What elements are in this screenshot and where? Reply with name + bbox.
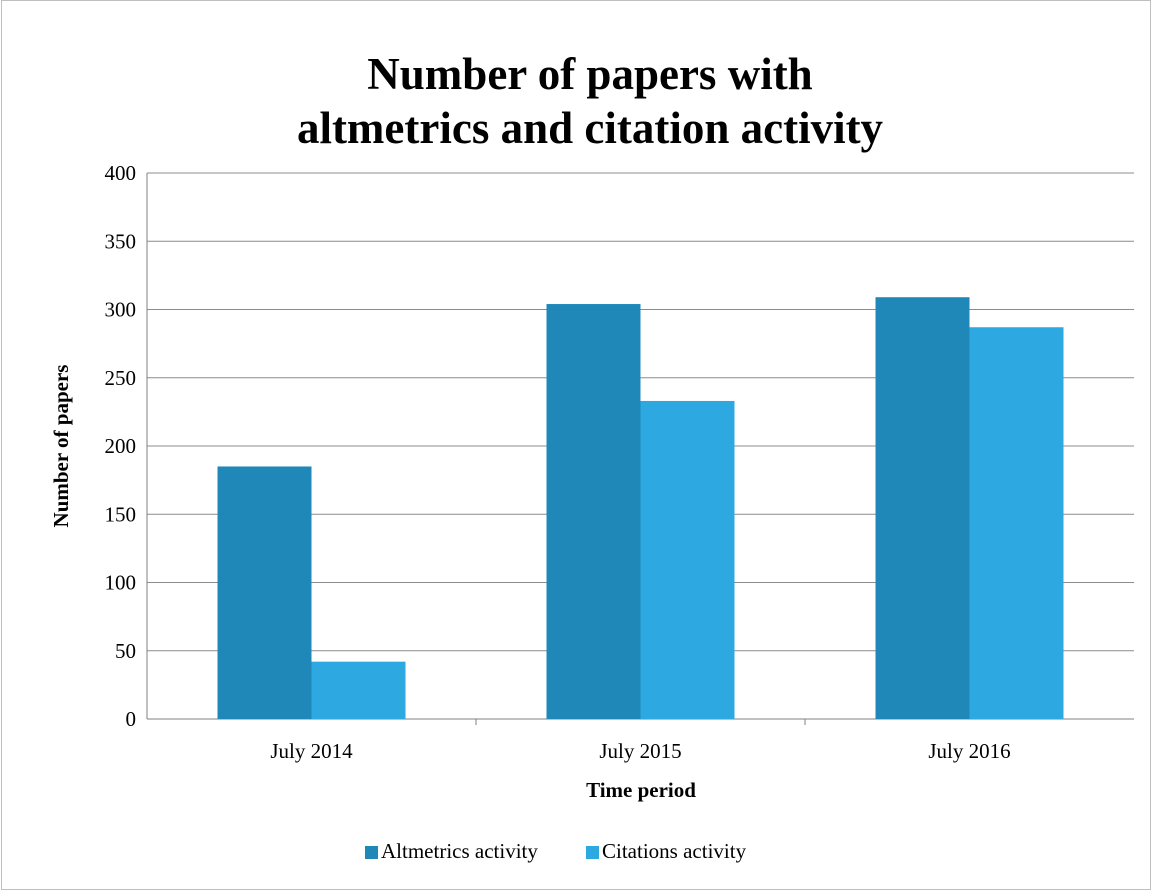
bar-altmetrics-activity-july-2015	[546, 304, 641, 719]
bar-altmetrics-activity-july-2016	[875, 297, 970, 719]
x-tick-label: July 2015	[599, 739, 681, 763]
x-tick-labels: July 2014 July 2015 July 2016	[270, 739, 1010, 763]
x-tick-label: July 2014	[270, 739, 353, 763]
legend-swatch	[365, 846, 378, 859]
x-tick-label: July 2016	[928, 739, 1010, 763]
y-tick-labels: 0 50 100 150 200 250 300 350 400	[105, 161, 137, 731]
legend-label: Citations activity	[602, 839, 747, 863]
y-tick-label: 200	[105, 434, 137, 458]
bar-altmetrics-activity-july-2014	[217, 466, 312, 719]
y-tick-label: 400	[105, 161, 137, 185]
y-tick-label: 0	[126, 707, 137, 731]
y-tick-label: 150	[105, 502, 137, 526]
y-tick-label: 350	[105, 229, 137, 253]
bars	[217, 297, 1064, 719]
chart-title-line-1: Number of papers with	[367, 49, 812, 99]
y-tick-label: 250	[105, 366, 137, 390]
legend: Altmetrics activity Citations activity	[365, 839, 747, 863]
y-tick-label: 100	[105, 571, 137, 595]
chart-title-line-2: altmetrics and citation activity	[297, 103, 884, 153]
y-axis-title: Number of papers	[49, 365, 73, 528]
x-axis-title: Time period	[586, 778, 696, 802]
bar-citations-activity-july-2016	[969, 327, 1064, 719]
y-tick-label: 50	[115, 639, 136, 663]
legend-label: Altmetrics activity	[381, 839, 538, 863]
legend-swatch	[586, 846, 599, 859]
y-tick-label: 300	[105, 298, 137, 322]
bar-citations-activity-july-2014	[311, 661, 406, 719]
bar-citations-activity-july-2015	[640, 400, 735, 719]
